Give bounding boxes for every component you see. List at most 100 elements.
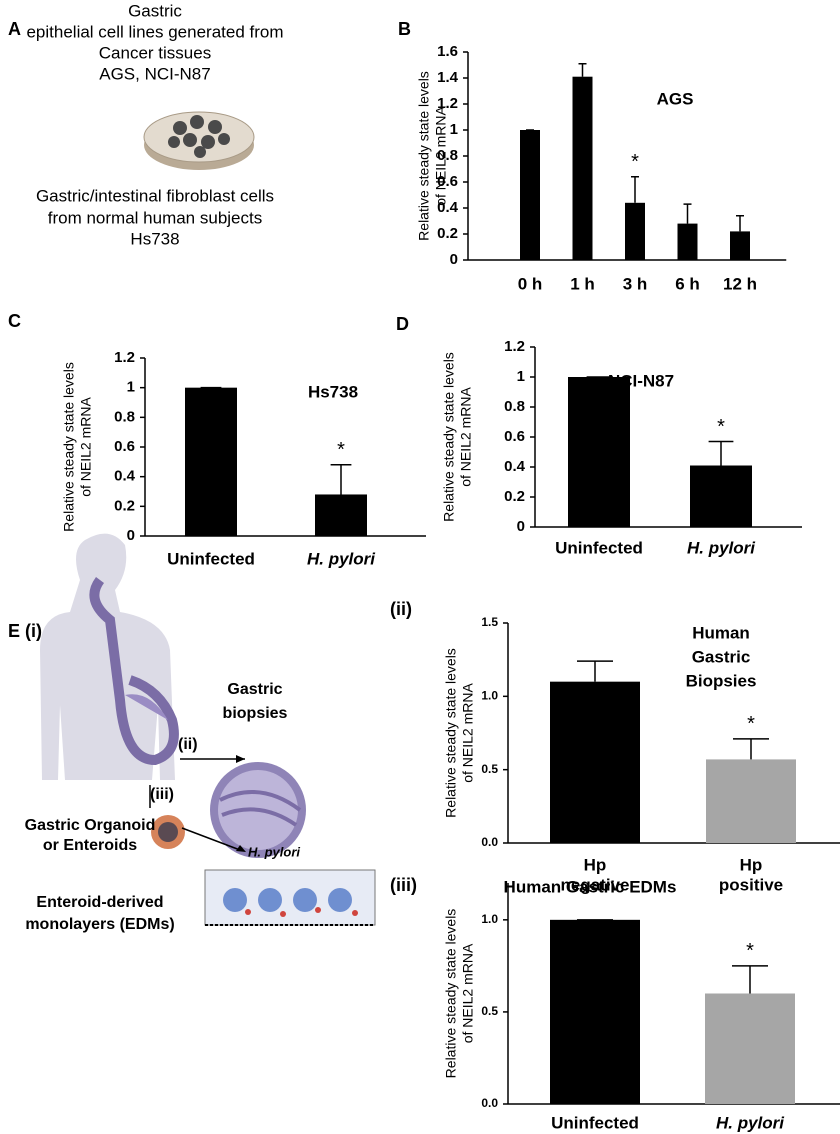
x-tick-label: negative xyxy=(561,875,630,894)
y-axis-label: of NEIL2 mRNA xyxy=(458,387,474,487)
y-tick-label: 1.2 xyxy=(437,95,458,112)
y-tick-label: 0.2 xyxy=(114,497,135,514)
e-label: or Enteroids xyxy=(43,837,137,854)
y-tick-label: 1.4 xyxy=(437,69,459,86)
significance-mark: * xyxy=(337,439,345,461)
y-tick-label: 0.6 xyxy=(437,173,458,190)
bar xyxy=(568,377,630,527)
panel-a-text: epithelial cell lines generated from xyxy=(26,22,283,41)
y-axis-label: Relative steady state levels xyxy=(416,71,432,241)
y-axis-label: Relative steady state levels xyxy=(441,352,457,522)
bar xyxy=(550,681,640,843)
e-label: biopsies xyxy=(223,705,288,722)
error-bar xyxy=(631,176,639,203)
x-tick-label: Uninfected xyxy=(555,538,643,557)
significance-mark: * xyxy=(717,416,725,438)
bar xyxy=(677,223,698,260)
y-tick-label: 0.4 xyxy=(114,468,136,485)
panel-label: D xyxy=(396,314,409,334)
panel-a-text: Hs738 xyxy=(130,229,179,248)
error-bar xyxy=(577,660,613,682)
petri-dish xyxy=(143,111,255,170)
y-tick-label: 1 xyxy=(517,368,525,385)
y-tick-label: 0.0 xyxy=(481,835,498,849)
x-tick-label: 1 h xyxy=(570,274,595,293)
chart-annotation: Hs738 xyxy=(308,382,358,401)
panel-a-text: Cancer tissues xyxy=(99,43,211,62)
y-axis-label: of NEIL2 mRNA xyxy=(433,106,449,206)
error-bar xyxy=(578,62,587,77)
chart: 0 0.2 0.4 0.6 0.8 1 1.2 Relative steady state l… xyxy=(61,349,426,568)
e-label: (iii) xyxy=(150,786,174,803)
y-tick-label: 0.8 xyxy=(437,147,458,164)
bar xyxy=(625,202,645,260)
y-tick-label: 0 xyxy=(450,251,458,268)
y-tick-label: 0.6 xyxy=(504,428,525,445)
bar xyxy=(315,494,367,536)
y-tick-label: 1.0 xyxy=(481,912,498,926)
chart: 0.0 0.5 1.0 1.5 Relative steady state levels… xyxy=(443,615,840,894)
bar xyxy=(705,993,795,1104)
error-bar xyxy=(708,440,734,466)
y-tick-label: 0.2 xyxy=(504,488,525,505)
y-tick-label: 0.5 xyxy=(481,762,498,776)
y-axis-label: Relative steady state levels xyxy=(61,362,77,532)
x-tick-label: Uninfected xyxy=(167,549,255,568)
x-tick-label: H. pylori xyxy=(307,549,376,568)
error-bar xyxy=(736,215,744,232)
x-tick-label: Hp xyxy=(584,855,607,874)
x-tick-label: positive xyxy=(719,875,783,894)
e-label: (ii) xyxy=(178,736,198,753)
x-tick-label: 3 h xyxy=(623,274,648,293)
chart-annotation: Human Gastric EDMs xyxy=(504,877,677,896)
y-tick-label: 0.2 xyxy=(437,225,458,242)
x-tick-label: 0 h xyxy=(518,274,543,293)
bar xyxy=(572,76,593,260)
chart-annotation: AGS xyxy=(657,89,694,108)
bar xyxy=(690,465,752,527)
panel-e-illustration xyxy=(40,533,376,926)
y-axis-label: Relative steady state levels xyxy=(443,648,459,818)
y-tick-label: 1 xyxy=(127,379,135,396)
error-bar xyxy=(683,203,692,224)
y-tick-label: 0.8 xyxy=(114,408,135,425)
y-tick-label: 1 xyxy=(450,121,458,138)
x-tick-label: 12 h xyxy=(723,274,757,293)
chart-annotation: Human xyxy=(692,623,750,642)
x-tick-label: Hp xyxy=(740,855,763,874)
error-bar xyxy=(733,738,769,760)
panel-a-text: AGS, NCI-N87 xyxy=(99,64,210,83)
y-tick-label: 0.4 xyxy=(504,458,526,475)
y-tick-label: 0.0 xyxy=(481,1096,498,1110)
x-tick-label: H. pylori xyxy=(687,538,756,557)
error-bar xyxy=(732,965,768,994)
y-tick-label: 0.5 xyxy=(481,1004,498,1018)
e-label: Gastric xyxy=(227,681,282,698)
y-tick-label: 0 xyxy=(517,518,525,535)
bar xyxy=(520,130,540,260)
significance-mark: * xyxy=(746,940,754,962)
chart: 0.0 0.5 1.0 Relative steady state levels of … xyxy=(443,877,840,1132)
x-tick-label: Uninfected xyxy=(551,1113,639,1132)
significance-mark: * xyxy=(631,151,639,173)
x-tick-label: 6 h xyxy=(675,274,700,293)
y-tick-label: 0.8 xyxy=(504,398,525,415)
bar xyxy=(185,387,237,536)
y-axis-label: of NEIL2 mRNA xyxy=(460,683,476,783)
y-tick-label: 0.6 xyxy=(114,438,135,455)
y-axis-label: of NEIL2 mRNA xyxy=(78,397,94,497)
y-axis-label: of NEIL2 mRNA xyxy=(460,943,476,1043)
e-label: Gastric Organoid xyxy=(25,817,156,834)
panel-a-text: Gastric xyxy=(128,1,182,20)
panel-a-text: from normal human subjects xyxy=(48,208,262,227)
y-tick-label: 0.4 xyxy=(437,199,459,216)
e-label: monolayers (EDMs) xyxy=(25,916,174,933)
bar xyxy=(706,759,796,843)
chart: 0 0.2 0.4 0.6 0.8 1 1.2 Relative steady state l… xyxy=(441,338,802,557)
panel-label: (ii) xyxy=(390,599,412,619)
chart: 0 0.2 0.4 0.6 0.8 1 1.2 1.4 1.6 Relative steady s… xyxy=(416,43,787,293)
significance-mark: * xyxy=(747,713,755,735)
e-label: Enteroid-derived xyxy=(36,894,163,911)
error-bar xyxy=(330,464,352,495)
